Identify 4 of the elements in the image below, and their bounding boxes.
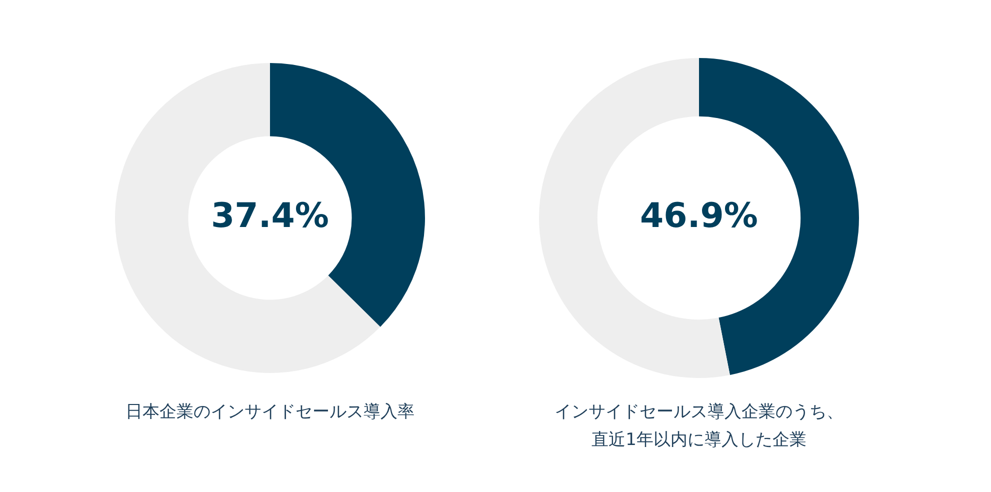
data-label: 37.4% [211,196,329,236]
text: インサイドセールス導入企業のうち、直近1年以内に導入した企業 [554,401,844,452]
data-label: 46.9% [640,196,758,236]
text: 日本企業のインサイドセールス導入率 [124,401,416,424]
